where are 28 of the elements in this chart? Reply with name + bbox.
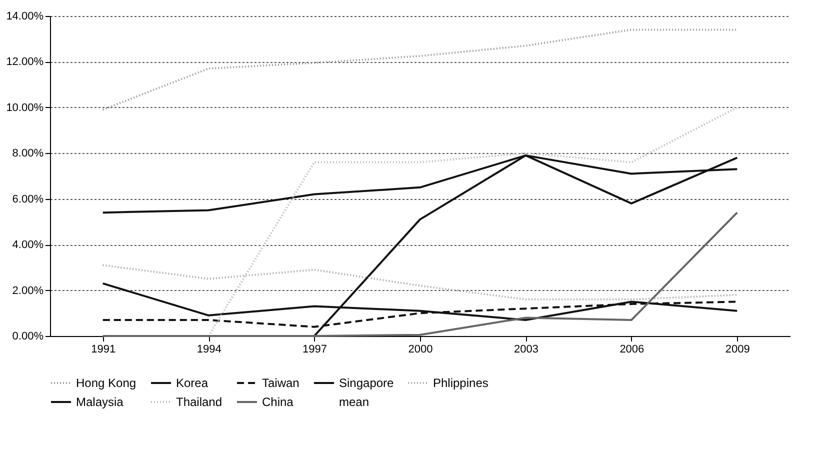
legend-label: Korea [176,376,208,390]
legend-label: Malaysia [76,395,124,409]
y-tick-label: 8.00% [12,148,44,160]
x-tick-label: 2006 [620,344,644,356]
y-tick-label: 0.00% [12,330,44,342]
line-series [102,264,738,300]
line-series [208,106,738,337]
text: mean [339,395,370,409]
legend-label: Phlippines [433,376,488,390]
y-tick-label: 12.00% [6,56,44,68]
x-tick-label: 1991 [91,344,116,356]
legend-label: Taiwan [262,376,300,390]
line-series [102,28,738,111]
x-tick-label: 2003 [514,344,538,356]
line-series [102,212,738,337]
y-tick-label: 4.00% [12,239,44,252]
y-tick-label: 6.00% [12,193,44,206]
legend-label: Thailand [176,395,222,409]
y-tick-label: 10.00% [6,102,44,114]
y-tick-label: 14.00% [6,10,44,22]
legend-label: China [262,395,294,409]
x-tick-label: 1997 [302,344,328,356]
legend-label: Hong Kong [76,376,136,390]
legend-label: Singapore [339,376,394,390]
x-tick-label: 2009 [725,344,750,356]
x-tick-label: 2000 [408,344,433,356]
x-tick-label: 1994 [196,344,222,356]
y-tick-label: 2.00% [12,284,44,297]
